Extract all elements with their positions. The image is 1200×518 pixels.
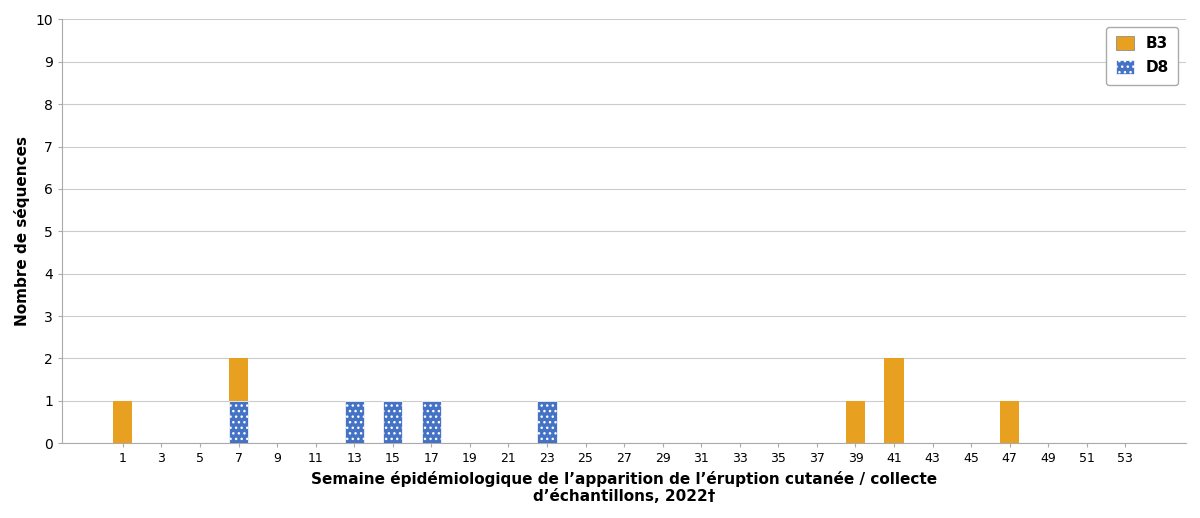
X-axis label: Semaine épidémiologique de l’apparition de l’éruption cutanée / collecte
d’échan: Semaine épidémiologique de l’apparition …: [311, 471, 937, 504]
Bar: [1000, 401, 1019, 443]
Bar: [538, 401, 557, 443]
Y-axis label: Nombre de séquences: Nombre de séquences: [14, 136, 30, 326]
Bar: [113, 401, 132, 443]
Bar: [884, 358, 904, 443]
Bar: [229, 358, 248, 401]
Bar: [383, 401, 402, 443]
Bar: [421, 401, 440, 443]
Bar: [344, 401, 364, 443]
Bar: [846, 401, 865, 443]
Bar: [229, 401, 248, 443]
Legend: B3, D8: B3, D8: [1106, 27, 1178, 84]
